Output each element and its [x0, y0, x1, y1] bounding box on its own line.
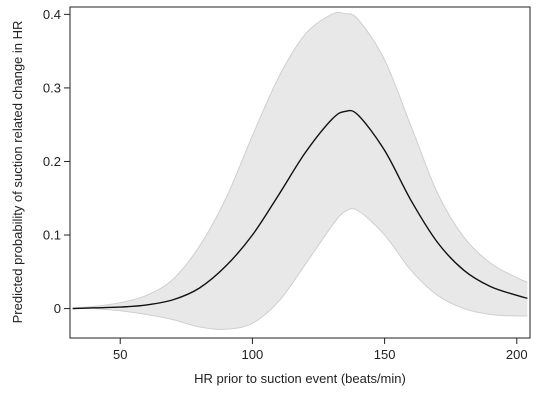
y-axis-title: Predicted probability of suction related… [10, 21, 25, 324]
x-axis-ticks: 50 100 150 200 [113, 338, 528, 362]
y-tick-label: 0.1 [43, 228, 61, 243]
y-tick-label: 0.3 [43, 80, 61, 95]
y-tick-label: 0.4 [43, 7, 61, 22]
prediction-line-layer [72, 109, 528, 310]
x-tick-label: 100 [242, 347, 264, 362]
x-tick-label: 150 [374, 347, 396, 362]
plot-frame [69, 6, 531, 339]
x-axis-title: HR prior to suction event (beats/min) [194, 371, 406, 386]
confidence-band-fill [72, 12, 528, 330]
y-tick-label: 0.2 [43, 154, 61, 169]
confidence-band-upper [72, 11, 528, 309]
x-tick-label: 200 [506, 347, 528, 362]
confidence-band-lower [72, 208, 528, 330]
prediction-line [72, 109, 528, 310]
y-axis-ticks: 0 0.1 0.2 0.3 0.4 [43, 7, 70, 316]
confidence-band-layer [72, 11, 528, 330]
y-tick-label: 0 [54, 301, 61, 316]
x-tick-label: 50 [113, 347, 127, 362]
